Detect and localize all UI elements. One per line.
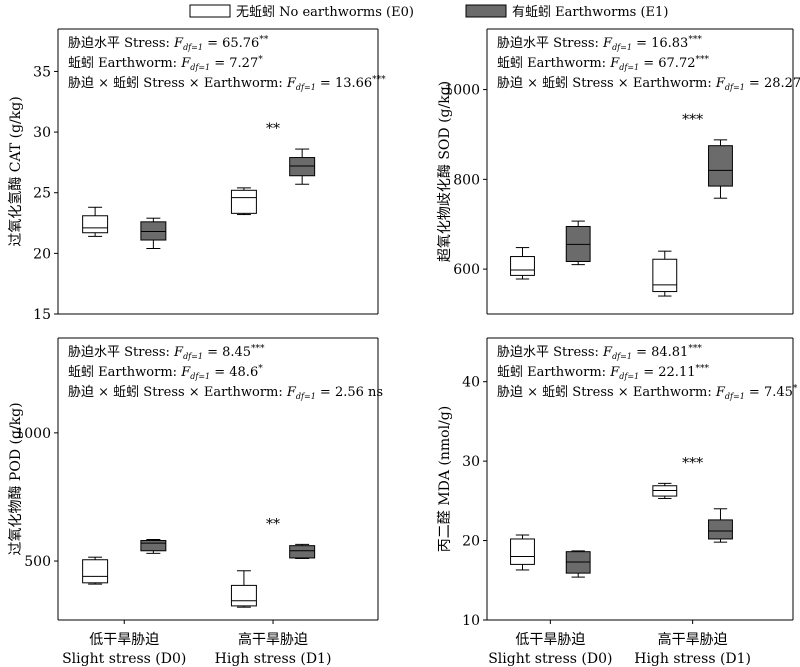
significance-mark: *** [682,455,703,471]
box-e1-d0 [140,217,167,250]
x-category-label-cn: 高干旱胁迫 [238,631,308,648]
box-e1-d0 [565,550,591,578]
iqr-box [140,221,167,241]
x-category-label-en: Slight stress (D0) [62,651,186,667]
stat-line-2: 蚯蚓 Earthworm: Fdf=1 = 22.11*** [497,364,709,381]
stat-line-1: 胁迫水平 Stress: Fdf=1 = 16.83*** [497,35,702,52]
box-e0-d1 [230,570,257,608]
box-e0-d0 [510,534,535,571]
legend-label-2: 有蚯蚓 Earthworms (E1) [512,5,668,20]
y-tick-label: 15 [33,307,51,323]
y-axis-title: 过氧化氢酶 CAT (g/kg) [8,96,24,246]
x-category-label-en: Slight stress (D0) [488,651,612,667]
significance-mark: *** [682,112,703,128]
y-tick-label: 10 [462,613,480,629]
y-tick-label: 40 [462,375,480,391]
box-e1-d0 [140,539,167,554]
x-category-label-cn: 低干旱胁迫 [89,632,159,648]
y-tick-label: 25 [33,186,51,202]
box-e1-d1 [708,508,733,543]
y-tick-label: 500 [24,554,51,570]
box-e0-d0 [82,556,109,585]
stat-line-1: 胁迫水平 Stress: Fdf=1 = 65.76** [68,35,269,52]
iqr-box [708,145,733,187]
stat-line-1: 胁迫水平 Stress: Fdf=1 = 84.81*** [497,344,702,361]
y-tick-label: 35 [33,64,51,80]
x-category-label-cn: 高干旱胁迫 [658,631,728,648]
stat-line-2: 蚯蚓 Earthworm: Fdf=1 = 67.72*** [497,55,709,72]
box-e1-d1 [708,139,733,199]
legend-swatch-2 [465,4,507,18]
y-tick-label: 20 [33,246,51,262]
box-e0-d1 [652,250,678,297]
legend-swatch-1 [189,4,231,18]
iqr-box [510,256,535,276]
box-e0-d1 [230,187,257,216]
iqr-box [230,189,257,214]
stat-line-3: 胁迫 × 蚯蚓 Stress × Earthworm: Fdf=1 = 28.2… [497,75,800,92]
y-tick-label: 30 [33,125,51,141]
y-axis-title: 过氧化物酶 POD (g/kg) [8,402,24,555]
stat-line-3: 胁迫 × 蚯蚓 Stress × Earthworm: Fdf=1 = 13.6… [68,75,386,92]
x-category-label-cn: 低干旱胁迫 [515,632,585,648]
chart-panels: 15 20 25 30 35 过氧化氢酶 CAT (g/kg) 胁迫水平 Stress: F… [8,28,800,667]
iqr-box [230,584,257,607]
iqr-box [289,157,316,177]
stat-line-1: 胁迫水平 Stress: Fdf=1 = 8.45*** [68,344,265,361]
stat-line-3: 胁迫 × 蚯蚓 Stress × Earthworm: Fdf=1 = 7.45… [497,384,798,401]
y-tick-label: 600 [453,262,480,278]
panel-1: 15 20 25 30 35 过氧化氢酶 CAT (g/kg) 胁迫水平 Stress: F… [8,28,386,323]
iqr-box [652,258,678,293]
significance-mark: ** [266,516,280,532]
box-e1-d1 [289,148,316,185]
iqr-box [140,540,167,552]
legend-label-1: 无蚯蚓 No earthworms (E0) [236,5,414,20]
box-e1-d1 [289,543,316,559]
box-e0-d1 [652,482,678,499]
y-tick-label: 800 [453,172,480,188]
y-tick-label: 1000 [444,83,480,99]
panel-4: 10 20 30 40 丙二醛 MDA (nmol/g) 胁迫水平 Stress: Fdf… [437,337,798,667]
y-axis-title: 超氧化物歧化酶 SOD (g/kg) [437,81,453,262]
iqr-box [708,519,733,540]
stat-line-3: 胁迫 × 蚯蚓 Stress × Earthworm: Fdf=1 = 2.56… [68,385,383,401]
iqr-box [510,538,535,565]
y-axis-title: 丙二醛 MDA (nmol/g) [437,406,453,552]
box-e0-d0 [510,247,535,280]
stat-line-2: 蚯蚓 Earthworm: Fdf=1 = 7.27* [68,55,263,72]
iqr-box [82,215,109,234]
y-tick-label: 30 [462,454,480,470]
x-category-label-en: High stress (D1) [634,651,751,667]
stat-line-2: 蚯蚓 Earthworm: Fdf=1 = 48.6* [68,364,263,381]
box-e0-d0 [82,206,109,237]
box-e1-d0 [565,220,591,266]
legend: 无蚯蚓 No earthworms (E0) 有蚯蚓 Earthworms (E1… [189,4,668,20]
iqr-box [82,559,109,584]
significance-mark: ** [266,121,280,137]
y-tick-label: 1000 [15,426,51,442]
iqr-box [289,545,316,559]
x-category-label-en: High stress (D1) [215,651,332,667]
y-tick-label: 20 [462,534,480,550]
